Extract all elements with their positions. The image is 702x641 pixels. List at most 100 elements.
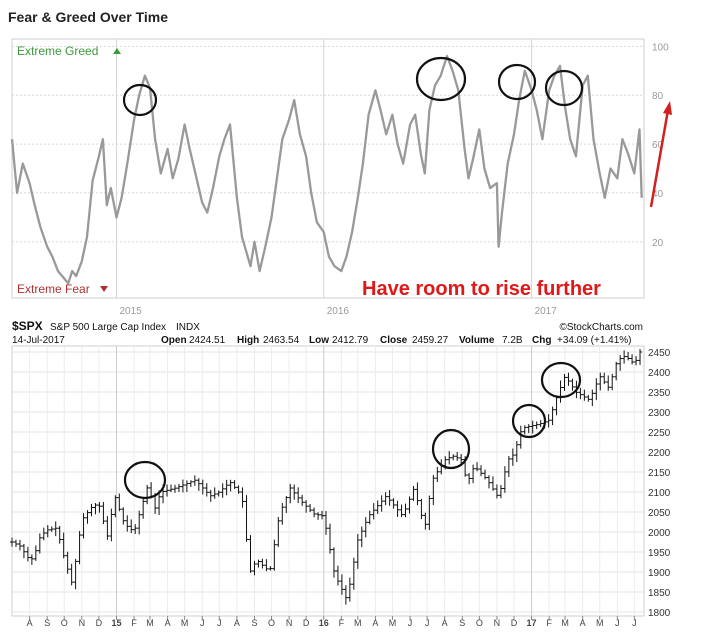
ohlc-bar [125,515,130,532]
ohlc-bar [316,512,321,520]
ohlc-bar [630,354,635,365]
ohlc-bar [534,421,539,430]
price-header: $SPX S&P 500 Large Cap Index INDX ©Stock… [12,319,643,346]
price-peak-circles [123,361,582,500]
ohlc-bar [502,466,507,493]
fear-greed-y-ticks: 20 40 60 80 100 [652,42,669,248]
fear-greed-panel: 20 40 60 80 100 2015 2016 2017 Extreme Greed E… [10,38,672,317]
ohlc-bar [610,373,615,391]
price-month-label: O [61,618,68,628]
fear-greed-y-tick: 100 [652,42,669,53]
ohlc-bar [256,559,261,568]
ohlc-bar [109,508,114,542]
ohlc-bar [184,480,189,492]
price-y-tick: 2000 [648,528,671,539]
fear-greed-year-labels: 2015 2016 2017 [119,306,557,317]
ohlc-bar [399,504,404,518]
ohlc-bar [602,372,607,385]
price-month-label: J [615,618,620,628]
ohlc-bar [471,464,476,484]
ohlc-bar [415,482,420,506]
change-label: Chg [532,335,551,346]
ohlc-bar [29,554,34,565]
ohlc-bar [85,510,90,524]
price-month-label: F [546,618,552,628]
close-value: 2459.27 [412,335,449,346]
ohlc-bar [622,350,627,364]
ohlc-bar [157,490,162,516]
ohlc-bar [638,349,643,365]
price-month-label: A [442,618,448,628]
price-circle-2016-dec [511,403,547,439]
ohlc-bar [391,498,396,509]
ohlc-bar [288,483,293,504]
ohlc-bar [379,495,384,512]
price-month-label: M [181,618,189,628]
ohlc-bar [49,526,54,532]
ohlc-bar [129,519,134,534]
ohlc-bar [546,414,551,428]
price-y-tick: 1900 [648,568,671,579]
ohlc-bar [232,480,237,490]
ohlc-bar [582,389,587,401]
ohlc-bar [188,480,193,488]
quote-values: Open 2424.51 High 2463.54 Low 2412.79 Cl… [161,335,632,346]
ohlc-bar [296,487,301,504]
ohlc-bar [490,476,495,491]
fear-greed-grid [12,39,644,298]
price-y-tick: 2250 [648,428,671,439]
ohlc-bar [371,503,376,520]
price-month-label: F [131,618,137,628]
price-y-tick: 1800 [648,608,671,619]
price-y-tick: 2350 [648,388,671,399]
quote-date: 14-Jul-2017 [12,335,65,346]
price-month-label: O [268,618,275,628]
ohlc-bar [435,466,440,482]
ohlc-bar [510,448,515,466]
ohlc-bar [320,510,325,520]
ohlc-bar [324,511,329,535]
ohlc-bar [145,484,150,505]
price-plot-area [11,345,645,617]
price-month-label: N [79,618,86,628]
ohlc-bar [447,451,452,465]
ohlc-bar [236,485,241,494]
price-grid [12,346,644,620]
ohlc-bar [200,479,205,495]
ohlc-bar [431,474,436,506]
high-value: 2463.54 [263,335,300,346]
price-month-labels: A S O N D 15 F M A M J J A S O N D 16 F M A M J J A S O N D 17 F M A M J J [27,618,637,628]
ohlc-bar [172,484,177,493]
price-circle-2015-feb [123,460,167,500]
fear-greed-y-tick: 20 [652,238,664,249]
ohlc-bar [268,566,273,571]
extreme-greed-label: Extreme Greed [17,44,121,58]
fear-greed-year-label: 2015 [119,306,142,317]
fear-greed-year-label: 2016 [327,306,350,317]
fear-greed-y-tick: 60 [652,140,664,151]
ohlc-bar [483,469,488,480]
ohlc-bar [137,510,142,535]
peak-circle-2016-dec [497,63,537,101]
price-month-label: M [561,618,569,628]
ohlc-bar [192,475,197,486]
ohlc-bar [562,373,567,391]
ohlc-bar [467,473,472,485]
ohlc-bar [423,512,428,530]
price-month-label: 15 [111,618,121,628]
ohlc-bar [89,503,94,517]
price-panel: 1800 1850 1900 1950 2000 2050 2100 2150 2200 2250… [10,345,671,628]
ohlc-bar [276,516,281,547]
price-month-label: A [234,618,240,628]
price-month-label: A [372,618,378,628]
ohlc-bar [57,525,62,544]
ohlc-bar [13,539,18,547]
ohlc-bar [339,574,344,595]
ohlc-bar [117,493,122,512]
ohlc-bar [220,483,225,498]
ohlc-bar [216,490,221,497]
triangle-up-icon [113,48,121,54]
low-value: 2412.79 [332,335,369,346]
price-y-ticks: 1800 1850 1900 1950 2000 2050 2100 2150 2200 2250… [648,348,671,619]
